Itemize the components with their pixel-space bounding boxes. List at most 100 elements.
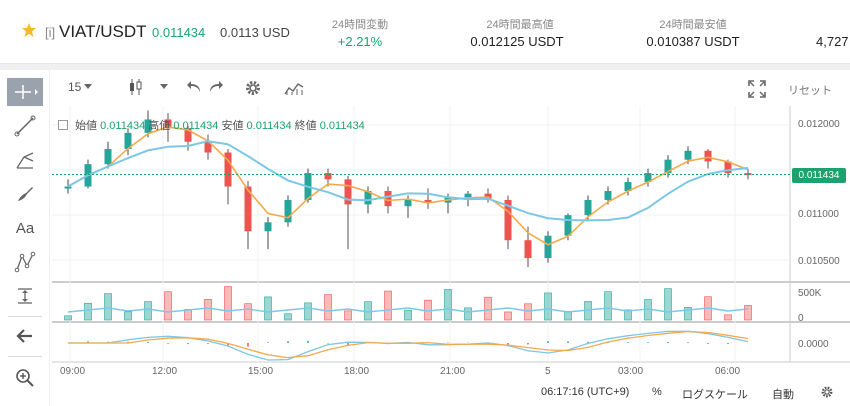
macd-line [68, 330, 749, 361]
time-tick: 18:00 [344, 366, 370, 377]
brush-tool[interactable] [7, 180, 43, 208]
percent-toggle[interactable]: % [652, 386, 662, 398]
toolbar-divider [8, 356, 42, 357]
log-scale-toggle[interactable]: ログスケール [682, 389, 748, 401]
volume-bar [204, 299, 212, 321]
crosshair-tool[interactable] [7, 78, 43, 106]
macd-signal-line [68, 330, 749, 359]
candle-type-icon[interactable] [128, 78, 144, 96]
last-price: 0.011434 [152, 25, 206, 40]
trendline-tool[interactable] [7, 112, 43, 140]
zoom-tool[interactable] [7, 364, 43, 392]
volume-bar [104, 293, 112, 321]
measure-icon [18, 288, 32, 304]
volume-bar [184, 309, 192, 321]
high-value: 0.012125 USDT [470, 34, 564, 49]
volume-bar [744, 305, 752, 321]
volume-bar [484, 296, 492, 321]
auto-scale-toggle[interactable]: 自動 [772, 389, 794, 401]
text-tool[interactable]: Aa [15, 219, 35, 237]
collapse-icon[interactable] [58, 120, 68, 130]
ma-fast-line [67, 126, 749, 246]
time-tick: 21:00 [440, 366, 466, 377]
volume-bar [524, 303, 532, 321]
time-tick: 5 [545, 366, 551, 377]
indicators-icon[interactable] [284, 80, 304, 96]
change-value: +2.21% [337, 34, 383, 49]
low-label: 安値 [221, 120, 244, 132]
candle-body [724, 161, 732, 174]
candle-body [104, 148, 112, 165]
current-price-tag: 0.011434 [792, 168, 846, 183]
candle-body [464, 193, 472, 198]
volume-bar [144, 301, 152, 321]
volume-bar [224, 286, 232, 321]
back-tool[interactable] [7, 322, 43, 350]
candle-body [624, 182, 632, 191]
candle-body [664, 159, 672, 174]
volume-bar [264, 296, 272, 321]
candle-body [524, 240, 532, 259]
volume-bar [544, 292, 552, 321]
candle-body [604, 191, 612, 200]
time-tick: 09:00 [60, 366, 86, 377]
ohlc-legend: 始値 0.011434 高値 0.011434 安値 0.011434 終値 0… [58, 117, 365, 133]
ma-slow-line [67, 140, 749, 222]
reset-button[interactable]: リセット [788, 85, 832, 97]
candle-body [644, 173, 652, 183]
volume-bar [664, 288, 672, 321]
candle-body [504, 199, 512, 241]
crosshair-icon [15, 85, 38, 99]
candle-body [284, 199, 292, 223]
pair-name[interactable]: VIAT/USDT [59, 22, 147, 41]
chart-panel[interactable] [0, 70, 850, 406]
volume-bar [404, 309, 412, 321]
candle-body [144, 119, 152, 133]
high-label: 高値 [148, 120, 171, 132]
chart-footer: 06:17:16 (UTC+9) % ログスケール 自動 [50, 382, 850, 406]
volume-bar [64, 315, 72, 321]
candle-body [344, 179, 352, 205]
volume-bar [364, 301, 372, 321]
favorite-star-icon[interactable] [21, 22, 37, 38]
zoom-icon [16, 369, 34, 387]
time-tick: 15:00 [248, 366, 274, 377]
fullscreen-icon[interactable] [748, 80, 766, 98]
market-header: [i] VIAT/USDT 0.011434 0.0113 USD 24時間変動… [0, 0, 850, 64]
toolbar-divider [8, 316, 42, 317]
volume-tick: 0 [798, 313, 804, 324]
volume-bar [444, 289, 452, 321]
drawing-toolbar: Aa [0, 70, 50, 406]
interval-select[interactable]: 15 [68, 80, 82, 94]
candle-body [584, 199, 592, 216]
volume-bar [384, 290, 392, 321]
time-tick: 06:00 [715, 366, 741, 377]
volume-bar [684, 306, 692, 321]
undo-icon[interactable] [186, 80, 202, 94]
measure-tool[interactable] [7, 282, 43, 310]
price-tick: 0.010500 [798, 256, 840, 267]
candle-body [544, 235, 552, 259]
chevron-down-icon[interactable] [84, 84, 94, 90]
low-value: 0.011434 [246, 120, 292, 132]
candle-body [324, 173, 332, 180]
redo-icon[interactable] [208, 80, 224, 94]
candle-body [124, 132, 132, 149]
high-value: 0.011434 [173, 120, 219, 132]
candle-body [204, 141, 212, 153]
candle-body [164, 119, 172, 129]
volume-tick: 500K [798, 288, 822, 299]
close-label: 終値 [294, 120, 317, 132]
settings-gear-icon[interactable] [820, 385, 834, 399]
pattern-tool[interactable] [7, 248, 43, 276]
fork-tool[interactable] [7, 146, 43, 174]
gear-icon[interactable] [244, 79, 262, 97]
clock-readout: 06:17:16 (UTC+9) [541, 386, 630, 398]
open-label: 始値 [75, 120, 98, 132]
price-tick: 0.012000 [798, 119, 840, 130]
chevron-down-icon[interactable] [160, 84, 170, 90]
time-tick: 03:00 [618, 366, 644, 377]
candle-body [264, 222, 272, 232]
